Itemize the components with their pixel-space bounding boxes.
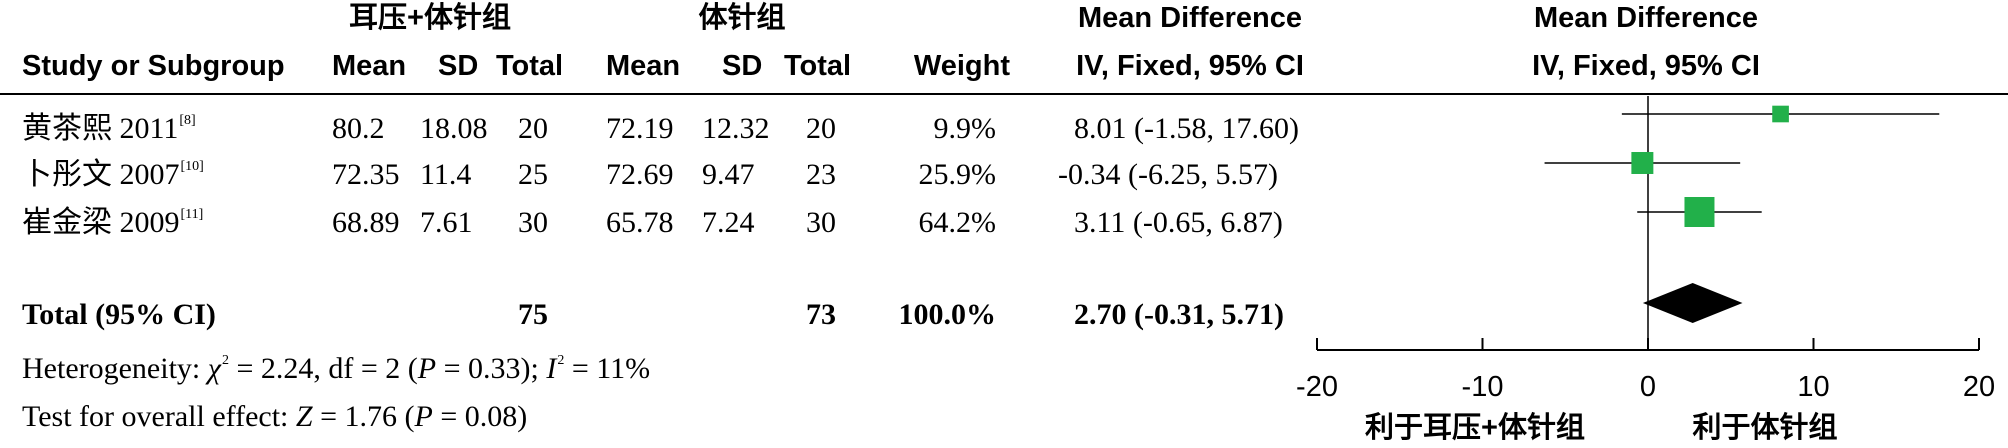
col-sd1: SD — [438, 50, 479, 82]
study-ci-text: 8.01 (-1.58, 17.60) — [1074, 112, 1299, 145]
favours-right-label: 利于体针组 — [1692, 412, 1838, 444]
x-axis-tick-label: -10 — [1462, 371, 1504, 403]
study-weight: 64.2% — [918, 206, 997, 239]
study-ci-text: -0.34 (-6.25, 5.57) — [1058, 158, 1278, 191]
group1-name: 耳压+体针组 — [349, 2, 511, 34]
study-effect-square — [1684, 197, 1715, 227]
col-total1: Total — [496, 50, 564, 82]
group2-name: 体针组 — [698, 2, 786, 34]
study-total2: 23 — [806, 158, 836, 191]
total-weight: 100.0% — [898, 298, 997, 331]
col-sd2: SD — [722, 50, 763, 82]
study-effect-square — [1631, 152, 1654, 174]
study-total2: 20 — [806, 112, 836, 145]
col-weight: Weight — [913, 50, 1010, 82]
study-sd2: 12.32 — [702, 112, 770, 145]
study-reference: [11] — [180, 207, 204, 222]
total-label: Total (95% CI) — [22, 298, 216, 331]
col-mean1: Mean — [332, 50, 407, 82]
col-mean2: Mean — [606, 50, 681, 82]
col-study: Study or Subgroup — [22, 50, 285, 82]
summary-diamond — [1642, 283, 1743, 323]
total-ci-text: 2.70 (-0.31, 5.71) — [1074, 298, 1284, 331]
overall-effect-text: Test for overall effect: Z = 1.76 (P = 0… — [22, 400, 528, 433]
x-axis-tick-label: -20 — [1296, 371, 1338, 403]
study-weight: 9.9% — [933, 112, 997, 145]
md-title-left: Mean Difference — [1077, 2, 1302, 34]
study-mean2: 65.78 — [606, 206, 674, 239]
md-method-right: IV, Fixed, 95% CI — [1532, 50, 1760, 82]
study-total1: 30 — [518, 206, 548, 239]
study-total1: 20 — [518, 112, 548, 145]
study-total1: 25 — [518, 158, 548, 191]
study-name: 卜彤文 2007[10] — [22, 158, 204, 191]
study-sd1: 7.61 — [420, 206, 473, 239]
study-mean1: 80.2 — [332, 112, 385, 145]
study-mean2: 72.69 — [606, 158, 674, 191]
total-total1: 75 — [518, 298, 548, 331]
study-sd1: 18.08 — [420, 112, 488, 145]
total-total2: 73 — [806, 298, 836, 331]
x-axis-tick-label: 10 — [1797, 371, 1829, 403]
col-total2: Total — [784, 50, 852, 82]
study-ci-text: 3.11 (-0.65, 6.87) — [1074, 206, 1283, 239]
study-total2: 30 — [806, 206, 836, 239]
md-method-left: IV, Fixed, 95% CI — [1076, 50, 1304, 82]
study-sd2: 9.47 — [702, 158, 755, 191]
study-mean2: 72.19 — [606, 112, 674, 145]
study-mean1: 68.89 — [332, 206, 400, 239]
study-sd1: 11.4 — [420, 158, 472, 191]
study-effect-square — [1772, 105, 1789, 123]
study-mean1: 72.35 — [332, 158, 400, 191]
heterogeneity-text: Heterogeneity: χ2 = 2.24, df = 2 (P = 0.… — [22, 352, 651, 385]
study-reference: [8] — [179, 113, 196, 128]
study-sd2: 7.24 — [702, 206, 755, 239]
study-reference: [10] — [180, 159, 204, 174]
study-name: 黄茶熙 2011[8] — [22, 112, 196, 145]
study-weight: 25.9% — [918, 158, 997, 191]
md-title-right: Mean Difference — [1533, 2, 1758, 34]
x-axis-tick-label: 0 — [1640, 371, 1656, 403]
x-axis-tick-label: 20 — [1963, 371, 1995, 403]
favours-left-label: 利于耳压+体针组 — [1365, 412, 1585, 444]
study-name: 崔金梁 2009[11] — [22, 206, 204, 239]
